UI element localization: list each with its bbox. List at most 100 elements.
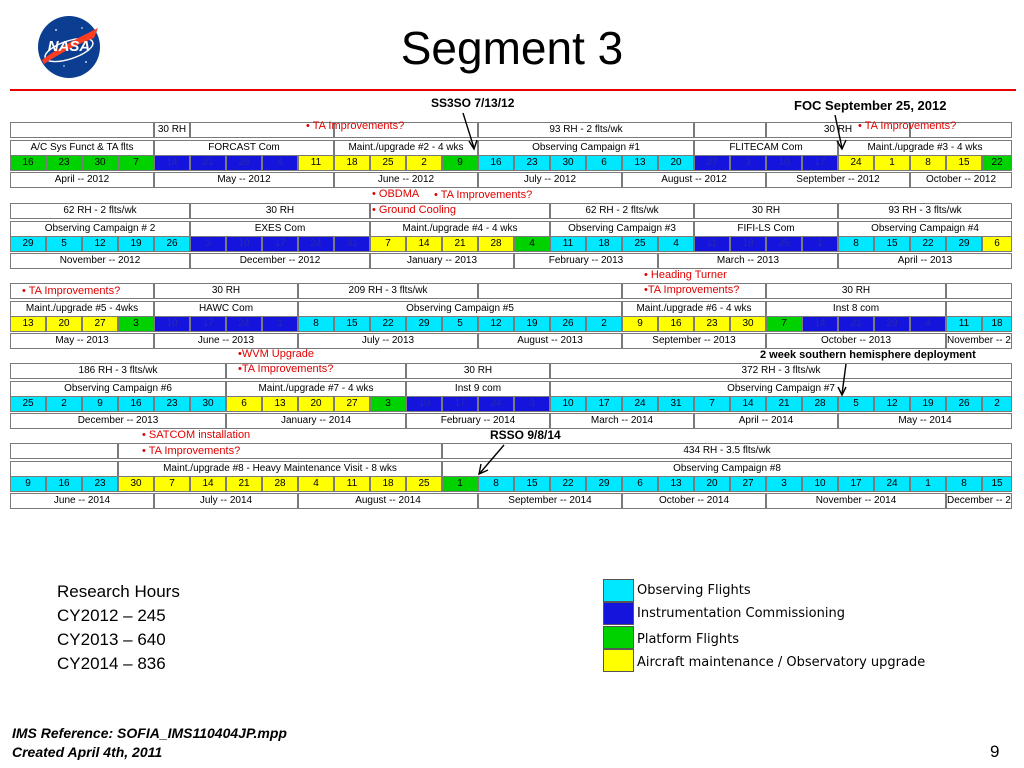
week-cell: 30 [550, 155, 586, 171]
week-cell: 28 [226, 155, 262, 171]
week-cell: 23 [46, 155, 82, 171]
week-cell: 13 [622, 155, 658, 171]
ta-note-left: • TA Improvements? [22, 285, 121, 297]
legend-label-maintenance: Aircraft maintenance / Observatory upgra… [637, 655, 926, 670]
week-cell: 11 [694, 236, 730, 252]
week-cell: 10 [226, 236, 262, 252]
week-cell: 31 [334, 236, 370, 252]
ta-note-heading: •TA Improvements? [644, 284, 740, 296]
week-cell: 24 [622, 396, 658, 412]
week-cell: 25 [370, 155, 406, 171]
week-cell: 19 [514, 316, 550, 332]
month-cell: September -- 2013 [622, 333, 766, 349]
month-cell: June -- 2013 [154, 333, 298, 349]
activity-row: Observing Campaign # 2 EXES Com Maint./upg… [10, 221, 1012, 237]
week-cell: 20 [694, 476, 730, 492]
hours-cell [190, 122, 334, 138]
hours-cell: 30 RH [190, 203, 370, 219]
week-cell: 7 [118, 155, 154, 171]
week-cell: 17 [190, 316, 226, 332]
month-cell: December -- 2012 [190, 253, 370, 269]
week-cell: 9 [442, 155, 478, 171]
hours-row: 434 RH - 3.5 flts/wk [10, 443, 1012, 459]
hours-cell: 30 RH [766, 283, 946, 299]
week-cell: 2 [982, 396, 1012, 412]
hours-cell [10, 283, 154, 299]
week-cell: 10 [802, 476, 838, 492]
week-cell: 4 [910, 316, 946, 332]
week-cell: 3 [514, 396, 550, 412]
month-row: April -- 2012 May -- 2012 June -- 2012 July… [10, 172, 1012, 188]
week-cell: 9 [622, 316, 658, 332]
ta-note-wvm: •TA Improvements? [238, 363, 334, 375]
week-cell: 14 [154, 155, 190, 171]
activity-row: A/C Sys Funct & TA flts FORCAST Com Maint.… [10, 140, 1012, 156]
week-cell: 13 [10, 316, 46, 332]
week-cell: 25 [10, 396, 46, 412]
month-cell: January -- 2013 [370, 253, 514, 269]
week-cell: 27 [730, 476, 766, 492]
hours-cell [10, 122, 154, 138]
week-cell: 11 [334, 476, 370, 492]
week-cell: 15 [982, 476, 1012, 492]
activity-cell: FLITECAM Com [694, 140, 838, 156]
activity-cell: Observing Campaign #8 [442, 461, 1012, 477]
activity-cell: FORCAST Com [154, 140, 334, 156]
month-cell: April -- 2013 [838, 253, 1012, 269]
activity-cell: Inst 8 com [766, 301, 946, 317]
month-cell: February -- 2014 [406, 413, 550, 429]
week-cell: 7 [154, 476, 190, 492]
month-cell: November -- 2012 [10, 253, 190, 269]
week-cell: 1 [802, 236, 838, 252]
activity-cell: Observing Campaign #5 [298, 301, 622, 317]
week-cell: 5 [838, 396, 874, 412]
week-row: 9 16 23 30 7 14 21 28 4 11 18 25 1 8 15 22 29 6 13 20 27 3 10 1… [10, 476, 1012, 492]
hours-cell [622, 283, 766, 299]
week-cell: 15 [874, 236, 910, 252]
week-cell: 2 [406, 155, 442, 171]
week-cell: 31 [658, 396, 694, 412]
week-cell: 3 [190, 236, 226, 252]
week-cell: 25 [622, 236, 658, 252]
month-cell: August -- 2014 [298, 493, 478, 509]
week-cell: 21 [190, 155, 226, 171]
activity-cell: Inst 9 com [406, 381, 550, 397]
week-cell: 14 [190, 476, 226, 492]
hours-cell [478, 283, 622, 299]
ta-note-obdma: • TA Improvements? [434, 189, 533, 201]
week-cell: 30 [118, 476, 154, 492]
research-hours-title: Research Hours [57, 582, 180, 601]
week-cell: 4 [514, 236, 550, 252]
week-cell: 23 [154, 396, 190, 412]
week-cell: 28 [478, 236, 514, 252]
week-cell: 3 [118, 316, 154, 332]
week-cell: 12 [82, 236, 118, 252]
legend-label-observing: Observing Flights [637, 583, 751, 598]
month-cell: July -- 2013 [298, 333, 478, 349]
week-cell: 16 [118, 396, 154, 412]
week-cell: 15 [946, 155, 982, 171]
week-cell: 5 [46, 236, 82, 252]
week-cell: 16 [478, 155, 514, 171]
week-cell: 3 [730, 155, 766, 171]
week-cell: 28 [874, 316, 910, 332]
month-cell: July -- 2012 [478, 172, 622, 188]
week-cell: 6 [982, 236, 1012, 252]
month-row: May -- 2013 June -- 2013 July -- 2013 Augus… [10, 333, 1012, 349]
week-cell: 1 [874, 155, 910, 171]
week-cell: 18 [586, 236, 622, 252]
week-cell: 15 [514, 476, 550, 492]
week-cell: 1 [910, 476, 946, 492]
activity-row: Maint./upgrade #5 - 4wks HAWC Com Observin… [10, 301, 1012, 317]
week-cell: 22 [370, 316, 406, 332]
week-cell: 10 [154, 316, 190, 332]
activity-cell: Observing Campaign #7 [550, 381, 1012, 397]
month-row: December -- 2013 January -- 2014 February … [10, 413, 1012, 429]
week-cell: 9 [10, 476, 46, 492]
week-cell: 30 [82, 155, 118, 171]
week-cell: 24 [226, 316, 262, 332]
week-cell: 8 [946, 476, 982, 492]
ta-note-satcom: • TA Improvements? [142, 445, 241, 457]
week-cell: 23 [82, 476, 118, 492]
week-cell: 17 [802, 155, 838, 171]
